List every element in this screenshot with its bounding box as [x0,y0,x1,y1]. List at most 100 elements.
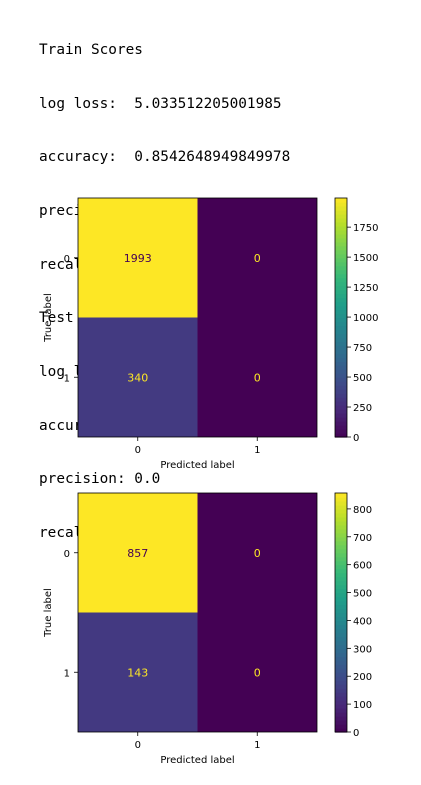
colorbar-segment [335,361,347,366]
colorbar-segment [335,205,347,211]
cell-value-label: 0 [254,252,261,265]
y-tick-label: 1 [64,373,70,384]
colorbar-segment [335,528,347,534]
colorbar-segment [335,353,347,358]
colorbar-tick-label: 300 [353,644,372,655]
colorbar-segment [335,720,347,725]
colorbar-segment [335,700,347,705]
test-precision: precision: 0.0 [39,471,161,488]
cell-value-label: 1993 [124,252,152,265]
colorbar-segment [335,500,347,506]
colorbar-segment [335,345,347,350]
colorbar-segment [335,209,347,215]
colorbar-segment [335,413,347,418]
colorbar-segment [335,508,347,514]
matrix-cell [197,493,317,613]
colorbar-segment [335,504,347,510]
colorbar-tick-label: 500 [353,373,372,384]
colorbar-segment [335,285,347,291]
colorbar-segment [335,636,347,641]
colorbar-segment [335,289,347,295]
colorbar-segment [335,624,347,630]
colorbar-tick-label: 1250 [353,283,378,294]
colorbar-segment [335,321,347,327]
y-tick-label: 1 [64,668,70,679]
colorbar-segment [335,365,347,370]
colorbar-segment [335,540,347,546]
colorbar-segment [335,325,347,331]
colorbar-segment [335,512,347,518]
cell-value-label: 0 [254,547,261,560]
colorbar-segment [335,628,347,634]
colorbar-segment [335,369,347,374]
colorbar-segment [335,600,347,606]
colorbar-tick-label: 0 [353,433,359,444]
colorbar-segment [335,584,347,590]
colorbar-segment [335,664,347,669]
colorbar-segment [335,317,347,323]
colorbar-segment [335,728,347,733]
colorbar-segment [335,548,347,554]
colorbar-segment [335,213,347,219]
colorbar-segment [335,373,347,378]
colorbar-tick-label: 600 [353,561,372,572]
colorbar-segment [335,684,347,689]
colorbar-segment [335,596,347,602]
colorbar-segment [335,552,347,558]
colorbar-segment [335,393,347,398]
colorbar-segment [335,592,347,598]
colorbar-segment [335,337,347,342]
colorbar-segment [335,389,347,394]
colorbar-segment [335,672,347,677]
colorbar-segment [335,281,347,287]
colorbar-tick-label: 100 [353,700,372,711]
colorbar-segment [335,421,347,426]
x-tick-label: 1 [254,445,260,456]
colorbar-segment [335,632,347,637]
matrix-cell [78,612,198,732]
colorbar-segment [335,341,347,346]
colorbar-segment [335,560,347,566]
colorbar-tick-label: 500 [353,589,372,600]
colorbar-segment [335,516,347,522]
colorbar-segment [335,556,347,562]
train-heading: Train Scores [39,41,143,58]
colorbar-segment [335,536,347,542]
matrix-frame [77,492,318,733]
colorbar-segment [335,520,347,526]
cell-value-label: 857 [127,547,148,560]
colorbar-segment [335,580,347,586]
colorbar-segment [335,313,347,319]
colorbar-segment [335,397,347,402]
colorbar-segment [335,333,347,339]
colorbar-segment [335,305,347,311]
cell-value-label: 0 [254,371,261,384]
colorbar-segment [335,249,347,255]
colorbar-segment [335,329,347,335]
colorbar-segment [335,385,347,390]
x-tick-label: 0 [135,740,141,751]
colorbar-segment [335,608,347,614]
y-tick-label: 0 [64,254,70,265]
colorbar-segment [335,568,347,574]
colorbar-segment [335,417,347,422]
colorbar-segment [335,704,347,709]
matrix-cell [78,493,198,613]
colorbar-frame [334,492,348,733]
colorbar-segment [335,261,347,267]
colorbar-segment [335,425,347,430]
colorbar-segment [335,241,347,247]
colorbar-segment [335,616,347,622]
colorbar-segment [335,233,347,239]
train-accuracy: accuracy: 0.8542648949849978 [39,149,291,166]
colorbar-segment [335,588,347,594]
colorbar-segment [335,297,347,303]
colorbar-tick-label: 750 [353,343,372,354]
colorbar-segment [335,245,347,251]
colorbar-segment [335,680,347,685]
colorbar-tick-label: 400 [353,616,372,627]
colorbar-segment [335,640,347,645]
y-axis-label: True label [43,293,54,343]
colorbar-segment [335,349,347,354]
colorbar-segment [335,676,347,681]
